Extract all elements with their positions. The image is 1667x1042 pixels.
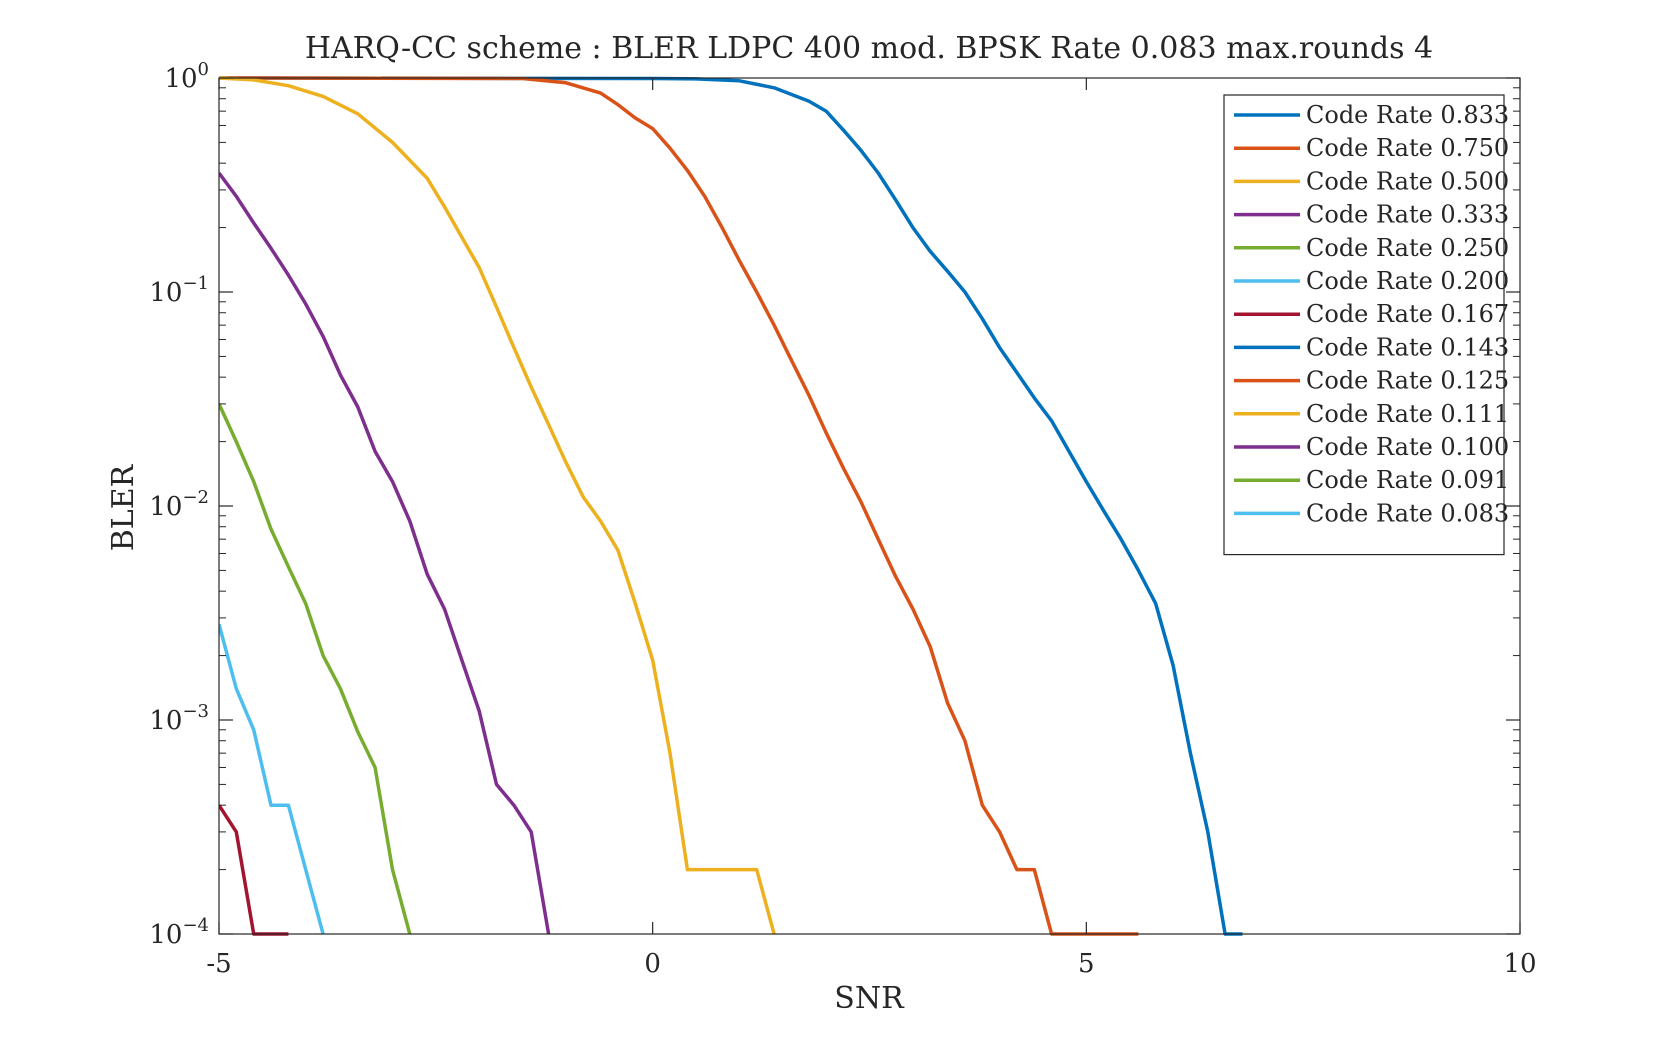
series-line-1 xyxy=(219,76,1139,936)
legend-entry: Code Rate 0.833 xyxy=(1306,101,1509,129)
legend-entry: Code Rate 0.500 xyxy=(1306,167,1509,195)
legend-entry: Code Rate 0.333 xyxy=(1306,201,1509,229)
y-axis-label: BLER xyxy=(106,463,141,551)
series-lines xyxy=(219,76,1243,936)
legend-entry: Code Rate 0.091 xyxy=(1306,466,1509,494)
x-axis-label: SNR xyxy=(834,981,905,1016)
series-line-5 xyxy=(219,623,325,935)
legend-entry: Code Rate 0.143 xyxy=(1306,333,1509,361)
series-line-0 xyxy=(219,76,1243,936)
axis-ticks: -5 0 5 10 100 10−1 10−2 10−3 10−4 xyxy=(149,59,1536,979)
legend-entry: Code Rate 0.125 xyxy=(1306,367,1509,395)
legend-entry: Code Rate 0.167 xyxy=(1306,300,1509,328)
y-tick-label: 10−4 xyxy=(149,915,209,950)
x-tick-label: 5 xyxy=(1078,949,1095,979)
series-line-2 xyxy=(219,76,776,935)
x-tick-label: 10 xyxy=(1503,949,1536,979)
x-tick-label: 0 xyxy=(644,949,661,979)
legend-entry: Code Rate 0.200 xyxy=(1306,267,1509,295)
chart-title: HARQ-CC scheme : BLER LDPC 400 mod. BPSK… xyxy=(305,31,1433,66)
x-tick-label: -5 xyxy=(206,949,231,979)
legend-entry: Code Rate 0.100 xyxy=(1306,433,1509,461)
legend-entry: Code Rate 0.083 xyxy=(1306,499,1509,527)
y-tick-label: 100 xyxy=(164,59,209,94)
y-tick-label: 10−1 xyxy=(149,273,209,308)
series-line-4 xyxy=(219,403,412,935)
legend-entry: Code Rate 0.111 xyxy=(1306,400,1509,428)
y-tick-label: 10−3 xyxy=(149,701,209,736)
legend-box xyxy=(1223,94,1505,556)
legend: Code Rate 0.833 Code Rate 0.750 Code Rate … xyxy=(1223,94,1509,556)
legend-entry: Code Rate 0.250 xyxy=(1306,234,1509,262)
series-line-3 xyxy=(219,171,551,935)
legend-entry: Code Rate 0.750 xyxy=(1306,134,1509,162)
y-tick-label: 10−2 xyxy=(149,487,209,522)
